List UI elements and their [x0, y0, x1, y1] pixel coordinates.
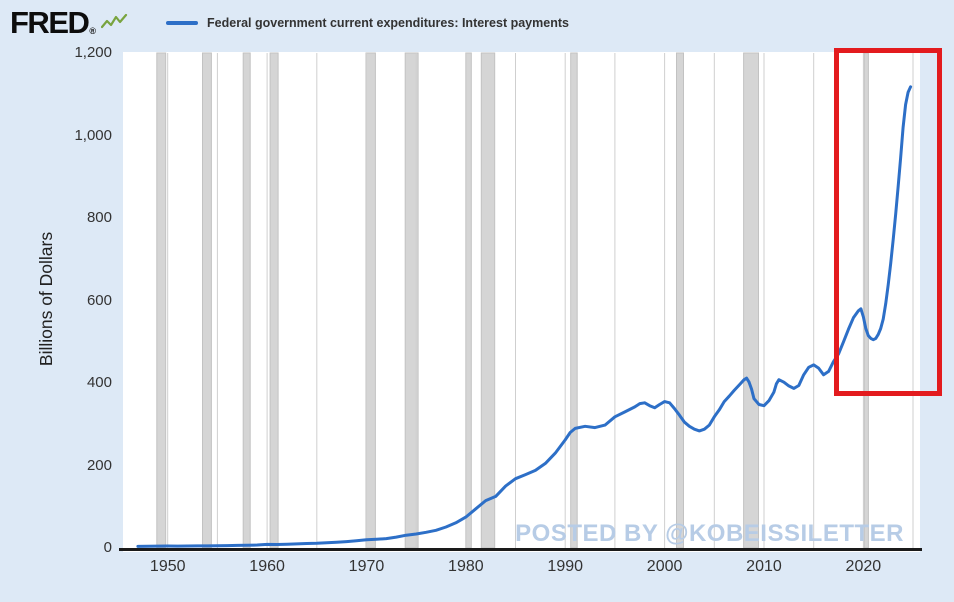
x-tick-label: 1980 — [448, 558, 484, 575]
x-tick-label: 1990 — [547, 558, 584, 575]
y-tick-label: 600 — [86, 291, 112, 309]
recession-band — [676, 52, 684, 549]
recession-band — [743, 52, 759, 549]
x-tick-label: 1970 — [348, 558, 385, 575]
recession-band — [365, 52, 376, 549]
x-tick-label: 1950 — [149, 558, 186, 575]
y-tick-label: 400 — [86, 374, 112, 391]
recession-band — [269, 52, 279, 549]
fred-sparkline-icon — [100, 13, 128, 38]
x-axis-ticks: 1950 1960 1970 1980 1990 2000 2010 2020 — [123, 557, 920, 581]
chart-header: FRED ® Federal government current expend… — [10, 5, 569, 41]
recession-band — [202, 52, 212, 549]
recession-band — [465, 52, 472, 549]
y-tick-label: 800 — [86, 209, 112, 226]
chart-plot-area: POSTED BY @KOBEISSILETTER — [119, 48, 942, 552]
highlight-box — [833, 48, 942, 397]
x-tick-label: 2000 — [646, 558, 683, 575]
recession-band — [156, 52, 167, 549]
y-tick-label: 0 — [103, 539, 112, 556]
legend-line-swatch — [166, 21, 199, 25]
recession-band — [480, 52, 496, 549]
recession-band — [570, 52, 578, 549]
x-tick-label: 2010 — [746, 558, 782, 575]
fred-logo: FRED — [10, 5, 90, 40]
x-tick-label: 2020 — [845, 558, 882, 575]
x-tick-label: 1960 — [249, 558, 285, 575]
y-tick-label: 1,200 — [74, 44, 112, 61]
legend-series-label: Federal government current expenditures:… — [207, 16, 569, 30]
line-chart — [119, 52, 922, 552]
y-tick-label: 200 — [86, 456, 112, 474]
chart-legend: Federal government current expenditures:… — [166, 16, 569, 30]
recession-band — [242, 52, 251, 549]
watermark: POSTED BY @KOBEISSILETTER — [515, 520, 904, 547]
y-axis-ticks: 0 200 400 600 800 1,000 1,200 — [0, 44, 112, 556]
registered-trademark: ® — [89, 26, 97, 36]
series-line — [136, 85, 913, 548]
y-tick-label: 1,000 — [74, 126, 112, 144]
